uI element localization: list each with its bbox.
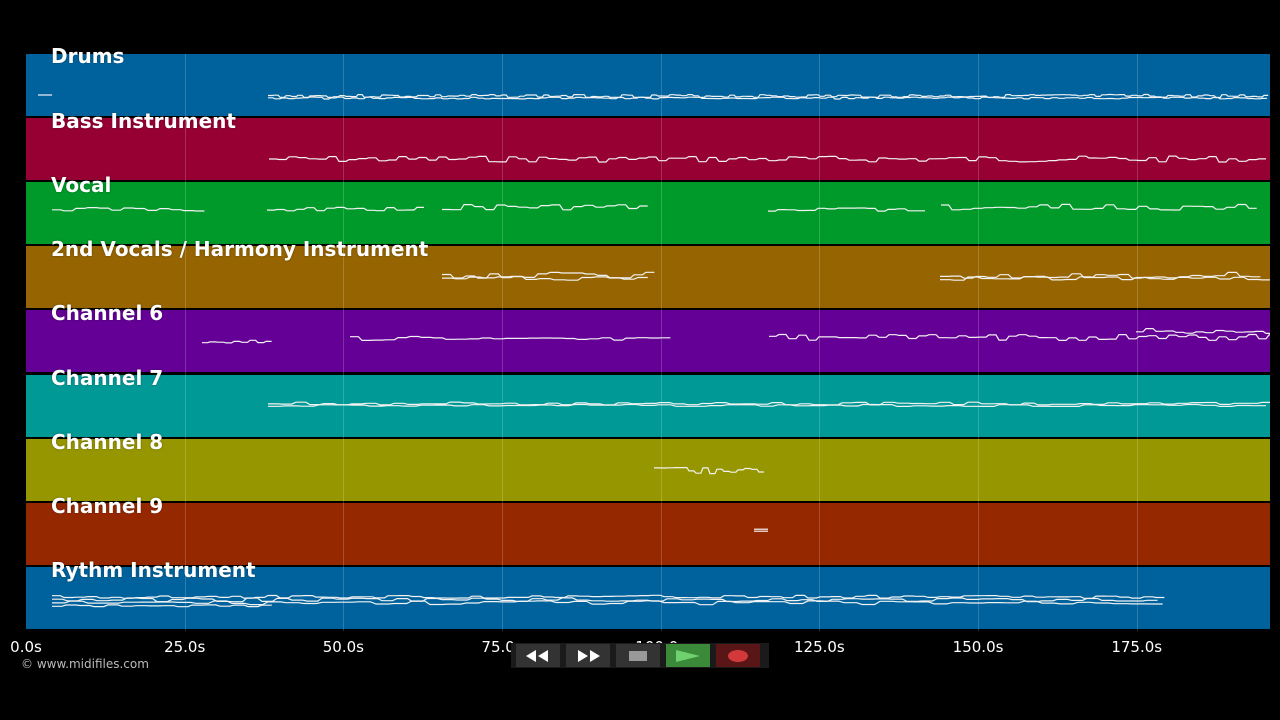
record-button[interactable]	[716, 644, 760, 667]
rewind-icon	[526, 649, 548, 662]
play-icon	[676, 649, 700, 662]
track-lane: Channel 9	[26, 494, 1270, 567]
track-lane: Rythm Instrument	[26, 558, 1270, 631]
grid-line	[343, 54, 345, 631]
track-lane: Channel 8	[26, 430, 1270, 503]
time-tick-label: 125.0s	[793, 638, 845, 656]
track-lane: Channel 7	[26, 366, 1270, 439]
grid-line	[502, 54, 504, 631]
rewind-button[interactable]	[516, 644, 560, 667]
track-lane: Drums	[26, 44, 1270, 119]
track-name: Rythm Instrument	[51, 557, 256, 582]
stop-button[interactable]	[616, 644, 660, 667]
copyright-text: © www.midifiles.com	[21, 657, 149, 671]
track-lane: Vocal	[26, 173, 1270, 247]
track-name: Bass Instrument	[51, 109, 236, 134]
grid-line	[978, 54, 980, 631]
time-tick-label: 25.0s	[164, 638, 206, 656]
time-tick-label: 0.0s	[10, 638, 42, 656]
track-name: Vocal	[51, 173, 112, 198]
track-lanes: Drums Bass Instrument Vocal 2nd Vocals / Ha…	[26, 44, 1270, 631]
play-button[interactable]	[666, 644, 710, 667]
time-tick-label: 50.0s	[322, 638, 364, 656]
stop-icon	[629, 650, 647, 661]
track-name: Channel 6	[51, 301, 164, 326]
track-name: Channel 9	[51, 493, 164, 518]
record-icon	[728, 649, 748, 662]
transport-controls	[511, 643, 769, 668]
grid-line	[660, 54, 662, 631]
track-name: 2nd Vocals / Harmony Instrument	[51, 237, 429, 262]
grid-line	[184, 54, 186, 631]
track-name: Drums	[51, 44, 125, 68]
track-name: Channel 8	[51, 429, 164, 454]
grid-line	[819, 54, 821, 631]
fast-forward-icon	[578, 649, 600, 662]
track-lane: Bass Instrument	[26, 109, 1270, 183]
track-name: Channel 7	[51, 365, 164, 390]
fast-forward-button[interactable]	[566, 644, 610, 667]
track-lane: 2nd Vocals / Harmony Instrument	[26, 237, 1270, 311]
time-tick-label: 150.0s	[952, 638, 1004, 656]
grid-line	[1136, 54, 1138, 631]
track-lane: Channel 6	[26, 301, 1270, 375]
time-tick-label: 175.0s	[1111, 638, 1163, 656]
